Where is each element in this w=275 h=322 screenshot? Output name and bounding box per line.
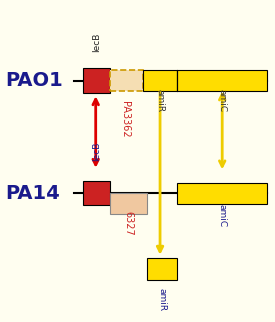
Text: amiC: amiC xyxy=(218,89,227,112)
Bar xyxy=(147,258,177,280)
Text: PA3362: PA3362 xyxy=(120,101,130,138)
Text: amiR: amiR xyxy=(156,89,164,112)
Text: lecB: lecB xyxy=(92,142,101,161)
Bar xyxy=(110,193,147,214)
Bar xyxy=(110,70,143,91)
Text: amiC: amiC xyxy=(218,204,227,228)
Bar xyxy=(82,69,110,93)
Text: PA14: PA14 xyxy=(6,184,60,203)
Text: lecB: lecB xyxy=(92,32,101,52)
Text: amiR: amiR xyxy=(158,288,167,311)
Text: PAO1: PAO1 xyxy=(6,71,63,90)
Bar xyxy=(82,181,110,205)
Bar xyxy=(177,70,267,91)
Bar xyxy=(177,183,267,204)
Text: 6327: 6327 xyxy=(123,211,133,236)
Bar xyxy=(143,70,177,91)
